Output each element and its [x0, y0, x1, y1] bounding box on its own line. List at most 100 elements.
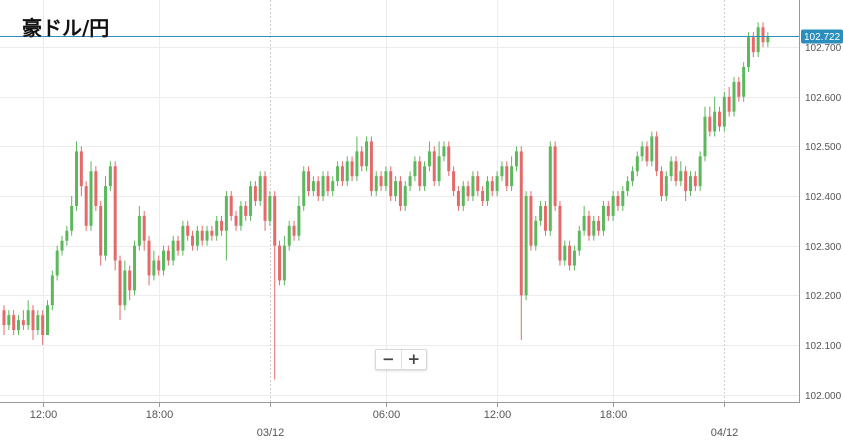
candle — [713, 96, 717, 137]
candle-body — [529, 196, 533, 246]
candle — [17, 315, 21, 335]
candle — [166, 245, 170, 266]
candle-body — [374, 176, 378, 192]
y-tick-label: 102.000 — [805, 391, 842, 402]
candle-body — [490, 181, 494, 192]
candle — [311, 176, 315, 197]
candle-body — [408, 176, 412, 187]
candle-body — [601, 205, 605, 231]
candle — [500, 161, 504, 182]
candle-body — [79, 151, 83, 187]
candle — [476, 171, 480, 197]
candle — [278, 240, 282, 286]
candle-body — [99, 205, 103, 256]
candle-body — [659, 171, 663, 197]
candle — [282, 235, 286, 286]
candle — [220, 215, 224, 236]
candle-body — [394, 181, 398, 197]
candle-body — [355, 151, 359, 177]
candle-body — [360, 151, 364, 167]
candle — [742, 62, 746, 102]
candle-body — [292, 225, 296, 236]
candle-body — [147, 240, 151, 276]
candle-body — [273, 196, 277, 246]
candle-body — [94, 171, 98, 206]
zoom-in-button[interactable]: + — [400, 350, 427, 369]
candle-body — [437, 156, 441, 182]
candle — [543, 201, 547, 236]
candle-body — [137, 215, 141, 246]
candle-body — [108, 166, 112, 187]
candle — [258, 171, 262, 206]
candle — [181, 220, 185, 256]
candle-body — [215, 220, 219, 236]
candle — [345, 156, 349, 187]
candle — [326, 171, 330, 197]
candles — [2, 22, 770, 380]
candle — [432, 146, 436, 187]
candle — [427, 141, 431, 172]
candle-body — [210, 230, 214, 236]
candle-body — [142, 215, 146, 241]
candle — [529, 191, 533, 251]
candle-body — [727, 96, 731, 112]
candle-body — [307, 171, 311, 192]
candle — [485, 176, 489, 206]
candle — [703, 106, 707, 162]
candle — [558, 201, 562, 266]
candle — [655, 131, 659, 177]
candle-body — [630, 171, 634, 182]
candle — [403, 181, 407, 211]
candle-body — [495, 176, 499, 192]
candle-body — [655, 136, 659, 172]
y-tick-label: 102.300 — [805, 242, 842, 253]
candle — [519, 146, 523, 340]
candle-body — [17, 320, 21, 331]
candle-body — [263, 176, 267, 221]
candle-body — [229, 196, 233, 216]
candle — [104, 176, 108, 261]
candle — [572, 245, 576, 271]
candle — [210, 225, 214, 241]
candle — [640, 141, 644, 162]
candle-body — [244, 205, 248, 216]
candle-body — [166, 250, 170, 261]
candle-body — [282, 245, 286, 281]
candle-body — [31, 310, 35, 331]
candle-body — [340, 166, 344, 182]
candle — [577, 225, 581, 256]
candle-body — [326, 176, 330, 192]
candle-body — [524, 196, 528, 296]
zoom-controls: − + — [375, 349, 427, 370]
candle — [737, 76, 741, 102]
zoom-out-button[interactable]: − — [381, 350, 395, 368]
candle — [635, 151, 639, 177]
candle-body — [761, 27, 765, 43]
candle — [360, 146, 364, 172]
candle — [524, 191, 528, 301]
candle — [152, 250, 156, 281]
candle — [418, 156, 422, 192]
candle-body — [558, 205, 562, 261]
candle — [350, 156, 354, 182]
candle — [133, 240, 137, 296]
candle-body — [186, 225, 190, 236]
candle — [727, 86, 731, 117]
candle — [215, 215, 219, 241]
candle — [510, 156, 514, 192]
candle — [191, 230, 195, 251]
candle — [413, 156, 417, 182]
candle-body — [389, 171, 393, 197]
candle-body — [664, 176, 668, 197]
candle — [297, 196, 301, 241]
candle — [423, 161, 427, 192]
candle — [21, 310, 25, 331]
candle — [684, 166, 688, 201]
candle — [12, 310, 16, 335]
candle — [65, 225, 69, 246]
candle — [452, 166, 456, 197]
candle-body — [751, 37, 755, 53]
candle-body — [563, 245, 567, 261]
candle-body — [645, 146, 649, 162]
candle — [2, 305, 6, 335]
